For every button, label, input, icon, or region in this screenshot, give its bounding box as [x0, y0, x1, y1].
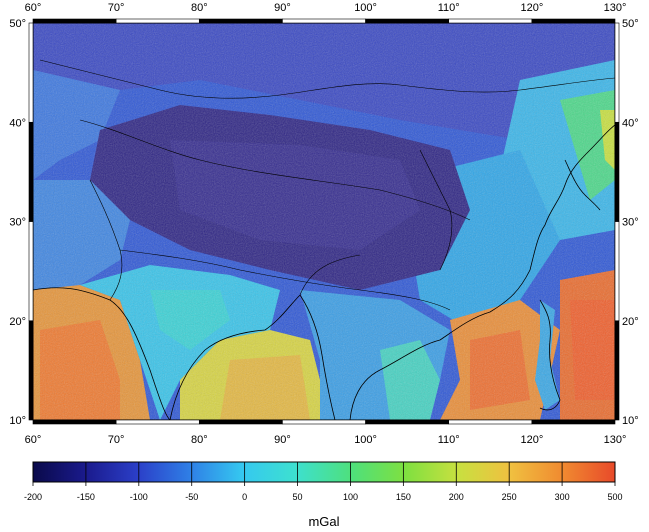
lon-label-bottom: 130°: [604, 434, 627, 446]
frame-bar-segment: [282, 419, 366, 425]
frame-bar-segment: [531, 18, 616, 24]
lat-label-left: 40°: [9, 117, 26, 129]
lat-label-left: 30°: [9, 217, 26, 229]
colorbar-tick-label: -200: [24, 492, 42, 502]
frame-bar-segment: [448, 419, 533, 425]
lat-label-left: 10°: [9, 415, 26, 427]
lon-label-bottom: 70°: [108, 434, 125, 446]
lon-label-bottom: 110°: [438, 434, 460, 446]
frame-bar-segment: [115, 419, 200, 425]
lon-label-top: 100°: [354, 2, 377, 14]
gravity-field: [33, 23, 615, 420]
lat-label-right: 40°: [622, 117, 639, 129]
colorbar-tick-label: 200: [449, 492, 464, 502]
frame-bar-segment: [448, 18, 533, 24]
colorbar-tick-label: 300: [555, 492, 570, 502]
colorbar-tick-label: 250: [502, 492, 517, 502]
frame-bar-segment: [115, 18, 200, 24]
axis-labels: 60° 60° 70° 70° 80° 80° 90° 90° 100° 100° 110° 110°…: [9, 2, 638, 446]
lon-label-top: 80°: [191, 2, 208, 14]
frame-bar-segment: [531, 419, 616, 425]
colorbar-ticks: -200 -150 -100 -50 0 50 100 150 200 250 300 500: [24, 462, 623, 502]
lat-label-right: 30°: [622, 217, 639, 229]
frame-bar-segment: [28, 320, 34, 421]
lon-label-bottom: 60°: [25, 434, 42, 446]
lon-label-top: 110°: [438, 2, 460, 14]
colorbar-tick-label: 150: [396, 492, 411, 502]
frame-bar-segment: [198, 18, 283, 24]
lat-label-right: 10°: [622, 415, 639, 427]
colorbar-tick-label: -150: [77, 492, 95, 502]
colorbar-tick-label: 0: [242, 492, 247, 502]
colorbar-ramp: [32, 461, 616, 483]
colorbar-tick-label: -50: [185, 492, 198, 502]
lon-label-bottom: 90°: [274, 434, 291, 446]
lon-label-bottom: 120°: [520, 434, 543, 446]
frame-bar-segment: [32, 18, 117, 24]
lon-label-top: 60°: [25, 2, 42, 14]
lat-label-right: 50°: [622, 18, 639, 30]
frame-bar-segment: [614, 121, 620, 222]
colorbar-tick-label: -100: [130, 492, 148, 502]
frame-bar-segment: [32, 419, 117, 425]
lat-label-left: 50°: [9, 18, 26, 30]
coastlines: [33, 59, 615, 420]
lon-label-bottom: 80°: [191, 434, 208, 446]
map-border-ticks: [28, 18, 620, 425]
colorbar-tick-label: 50: [293, 492, 303, 502]
colorbar-unit-label: mGal: [308, 514, 339, 527]
frame-bar-segment: [614, 320, 620, 421]
frame-bar-segment: [198, 419, 283, 425]
frame-bar-segment: [365, 18, 450, 24]
frame-bar-segment: [28, 221, 34, 322]
colorbar: -200 -150 -100 -50 0 50 100 150 200 250 300 500 mGa…: [24, 461, 623, 529]
frame-bar-segment: [365, 419, 450, 425]
frame-bar-segment: [614, 221, 620, 322]
lon-label-top: 70°: [108, 2, 125, 14]
frame-bar-segment: [282, 18, 366, 24]
frame-bar-segment: [28, 121, 34, 222]
lon-label-top: 130°: [604, 2, 627, 14]
frame-bar-segment: [28, 22, 34, 123]
lon-label-top: 120°: [520, 2, 543, 14]
lon-label-bottom: 100°: [354, 434, 377, 446]
lat-label-left: 20°: [9, 316, 26, 328]
frame-bar-segment: [614, 22, 620, 123]
colorbar-tick-label: 100: [343, 492, 358, 502]
lon-label-top: 90°: [274, 2, 291, 14]
lat-label-right: 20°: [622, 316, 639, 328]
colorbar-tick-label: 500: [607, 492, 622, 502]
